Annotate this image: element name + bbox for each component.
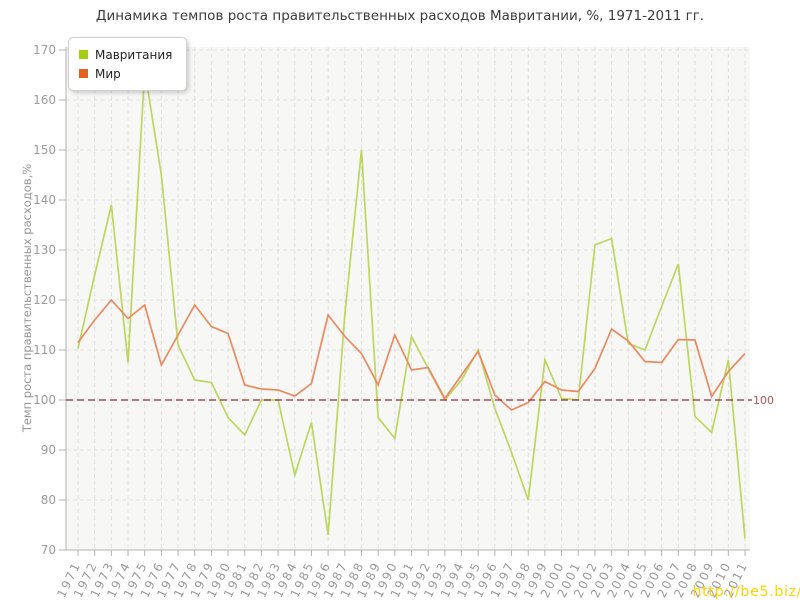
y-tick-label: 90 bbox=[41, 443, 56, 457]
y-tick-label: 70 bbox=[41, 543, 56, 557]
legend-item-mauritania: Мавритания bbox=[79, 45, 172, 64]
legend-box: Мавритания Мир bbox=[68, 37, 188, 91]
watermark-link: http://be5.biz/ bbox=[692, 584, 800, 600]
world-swatch-icon bbox=[79, 69, 88, 78]
chart-title: Динамика темпов роста правительственных … bbox=[95, 8, 705, 24]
y-tick-label: 100 bbox=[33, 393, 56, 407]
y-tick-label: 80 bbox=[41, 493, 56, 507]
y-axis-tick-labels: 70 80 90 100 110 120 130 140 150 160 170 bbox=[33, 43, 56, 557]
baseline-100-label: 100 bbox=[753, 394, 774, 407]
axes bbox=[65, 47, 750, 551]
tick-marks bbox=[59, 49, 746, 556]
plot-area bbox=[66, 47, 750, 550]
y-tick-label: 160 bbox=[33, 93, 56, 107]
y-tick-label: 110 bbox=[33, 343, 56, 357]
series-line-world bbox=[77, 298, 746, 412]
legend-item-world: Мир bbox=[79, 64, 172, 83]
legend-label-mauritania: Мавритания bbox=[95, 47, 173, 62]
x-axis-tick-labels: 1971197219731974197519761977197819791980… bbox=[54, 559, 750, 600]
y-tick-label: 150 bbox=[33, 143, 56, 157]
series-line-mauritania bbox=[77, 69, 746, 539]
y-tick-label: 130 bbox=[33, 243, 56, 257]
y-tick-label: 140 bbox=[33, 193, 56, 207]
legend-label-world: Мир bbox=[95, 66, 121, 81]
mauritania-swatch-icon bbox=[79, 50, 88, 59]
y-tick-label: 170 bbox=[33, 43, 56, 57]
y-tick-label: 120 bbox=[33, 293, 56, 307]
